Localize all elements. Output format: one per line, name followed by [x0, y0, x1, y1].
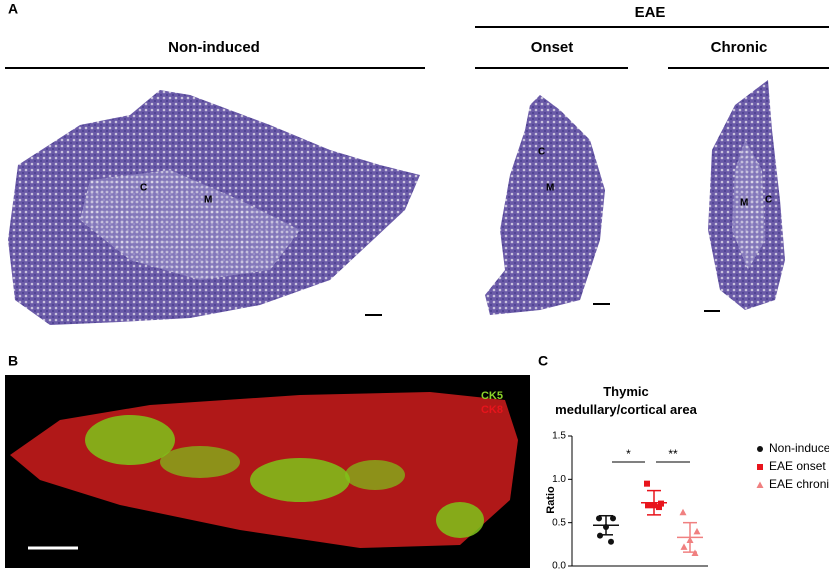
panel-label: B: [8, 353, 18, 369]
group-title: EAE: [635, 4, 666, 21]
data-point: [645, 502, 651, 509]
data-point: [610, 515, 616, 522]
y-tick-label: 0.0: [552, 561, 566, 571]
tissue-image: [80, 170, 300, 280]
tissue-image: [485, 95, 605, 315]
panel-label: C: [538, 353, 548, 369]
data-point: [658, 500, 664, 507]
group-title: Chronic: [711, 39, 768, 56]
region-label: M: [546, 183, 554, 194]
data-point: [656, 504, 662, 511]
group-title: Non-induced: [168, 39, 260, 56]
data-point: [596, 515, 602, 522]
data-point: [679, 508, 687, 516]
legend-label: Non-induced: [769, 441, 829, 455]
y-axis-label: Ratio: [545, 486, 557, 514]
data-point: [608, 538, 614, 545]
medulla-stain: [85, 415, 175, 465]
legend-marker: [756, 481, 764, 488]
data-point: [693, 527, 701, 535]
region-label: M: [204, 195, 212, 206]
data-point: [644, 480, 650, 487]
medulla-stain: [345, 460, 405, 490]
legend-marker: [757, 464, 763, 470]
significance-label: *: [626, 447, 631, 461]
region-label: M: [740, 198, 748, 209]
y-tick-label: 0.5: [552, 517, 566, 528]
region-label: C: [140, 183, 147, 194]
stain-label: CK8: [481, 404, 503, 416]
legend-label: EAE chronic: [769, 477, 829, 491]
region-label: C: [765, 195, 772, 206]
legend-marker: [757, 446, 763, 452]
chart-title: Thymic medullary/cortical area: [555, 384, 697, 417]
medulla-stain: [250, 458, 350, 502]
stain-label: CK5: [481, 390, 503, 402]
panel-label: A: [8, 1, 18, 17]
significance-label: **: [668, 447, 678, 461]
y-tick-label: 1.5: [552, 431, 566, 442]
group-title: Onset: [531, 39, 574, 56]
medulla-stain: [160, 446, 240, 478]
data-point: [597, 532, 603, 539]
data-point: [680, 543, 688, 550]
title-line: Thymic: [603, 384, 649, 399]
legend-label: EAE onset: [769, 459, 826, 473]
tissue-image: [732, 140, 765, 270]
medulla-stain: [436, 502, 484, 538]
dot-plot: Thymic medullary/cortical area Ratio 0.0 0.5…: [545, 384, 829, 571]
title-line: medullary/cortical area: [555, 402, 697, 417]
region-label: C: [538, 147, 545, 158]
y-tick-label: 1.0: [552, 474, 566, 485]
